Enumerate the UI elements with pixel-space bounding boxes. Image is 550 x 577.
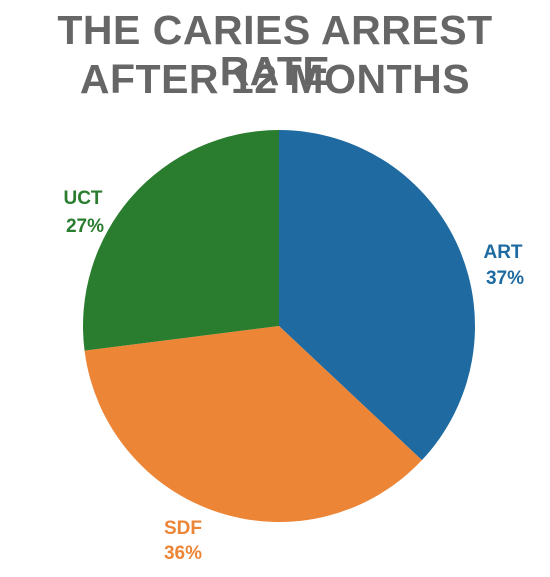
slice-value-art: 37% bbox=[486, 268, 524, 289]
slice-label-art: ART bbox=[483, 242, 522, 263]
pie-slice-uct bbox=[83, 130, 280, 351]
slice-label-sdf: SDF bbox=[164, 518, 202, 539]
slice-value-uct: 27% bbox=[66, 216, 104, 237]
chart-title-line-2: AFTER 12 MONTHS bbox=[79, 56, 471, 102]
chart-title-line-1: THE CARIES ARREST RATE bbox=[57, 7, 493, 94]
pie-slice-sdf bbox=[84, 326, 422, 522]
slice-label-uct: UCT bbox=[63, 188, 102, 209]
slice-value-sdf: 36% bbox=[164, 543, 202, 564]
pie-slice-art bbox=[279, 130, 475, 461]
